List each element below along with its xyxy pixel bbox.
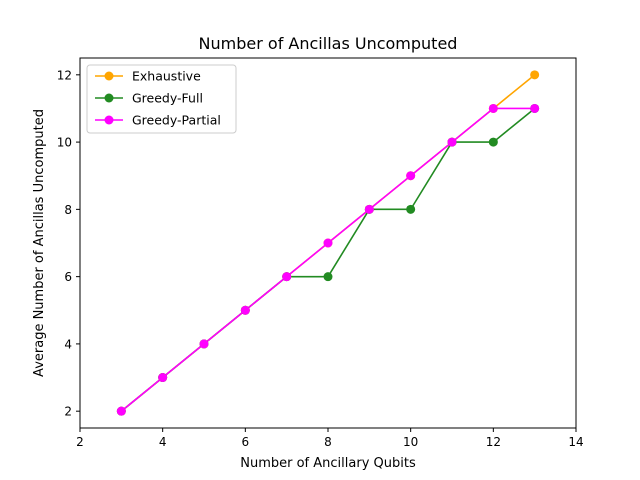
legend-label-greedy-full: Greedy-Full: [132, 91, 203, 106]
legend-marker-greedy-partial: [104, 115, 114, 125]
data-point-greedy-partial: [530, 103, 540, 113]
data-point-greedy-partial: [240, 305, 250, 315]
data-point-greedy-partial: [282, 272, 292, 282]
x-axis-ticks: 2 4 6 8 10 12 14: [76, 428, 584, 449]
data-point-greedy-partial: [116, 406, 126, 416]
data-point-greedy-partial: [364, 204, 374, 214]
x-tick-label: 10: [403, 435, 418, 449]
data-point-greedy-partial: [447, 137, 457, 147]
series-line-greedy-partial: [120, 107, 535, 412]
chart-title: Number of Ancillas Uncomputed: [199, 34, 458, 53]
series-line-greedy-full: [120, 107, 536, 412]
data-point-greedy-partial: [406, 171, 416, 181]
legend-marker-exhaustive: [104, 71, 114, 81]
x-tick-label: 4: [159, 435, 167, 449]
x-tick-label: 8: [324, 435, 332, 449]
x-tick-label: 14: [568, 435, 583, 449]
legend: Exhaustive Greedy-Full Greedy-Partial: [86, 64, 237, 134]
legend-box: [86, 64, 237, 134]
data-point-greedy-partial: [488, 103, 498, 113]
data-point-greedy-full: [323, 272, 333, 282]
data-point-greedy-full: [406, 204, 416, 214]
y-tick-label: 12: [57, 68, 72, 82]
legend-marker-greedy-full: [104, 93, 114, 103]
x-axis-label: Number of Ancillary Qubits: [240, 456, 416, 471]
y-tick-label: 10: [57, 136, 72, 150]
y-tick-label: 6: [64, 270, 72, 284]
legend-label-greedy-partial: Greedy-Partial: [132, 113, 221, 128]
data-point-greedy-partial: [199, 339, 209, 349]
y-axis-label: Average Number of Ancillas Uncomputed: [32, 109, 47, 377]
x-tick-label: 6: [242, 435, 250, 449]
y-tick-label: 4: [64, 337, 72, 351]
y-tick-label: 2: [64, 405, 72, 419]
y-axis-ticks: 2 4 6 8 10 12: [57, 68, 80, 419]
data-point-greedy-partial: [323, 238, 333, 248]
x-tick-label: 2: [76, 435, 84, 449]
series-markers: [116, 70, 540, 416]
data-point-greedy-partial: [158, 373, 168, 383]
data-point-exhaustive: [530, 70, 540, 80]
y-tick-label: 8: [64, 203, 72, 217]
data-point-greedy-full: [488, 137, 498, 147]
legend-label-exhaustive: Exhaustive: [132, 69, 201, 84]
x-tick-label: 12: [486, 435, 501, 449]
